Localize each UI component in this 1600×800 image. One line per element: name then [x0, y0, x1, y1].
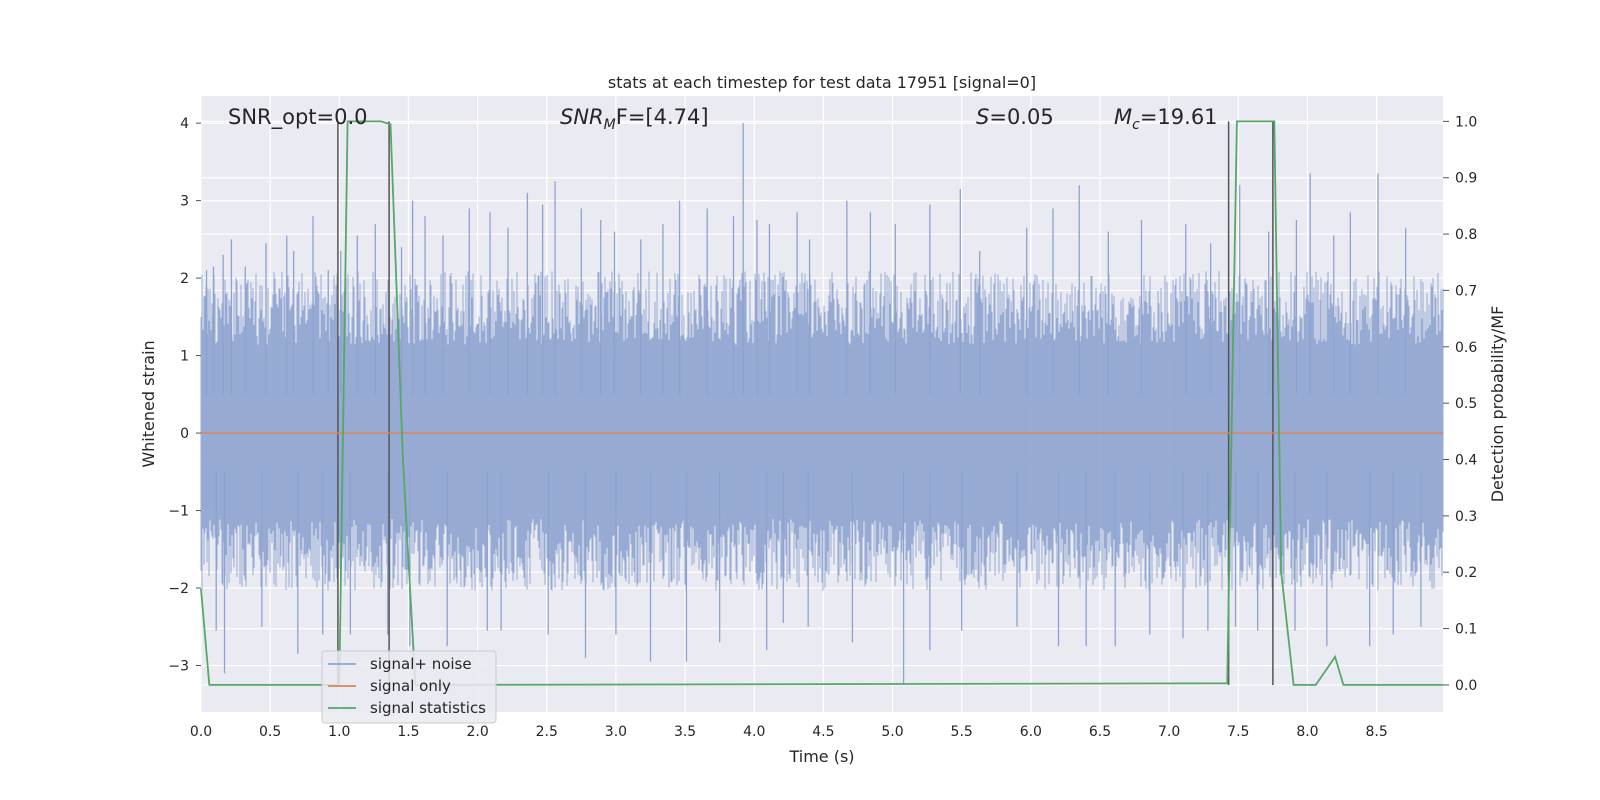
- x-tick-label: 7.0: [1158, 724, 1180, 740]
- legend-label-signal-noise: signal+ noise: [370, 655, 472, 673]
- y-tick-label-left: 0: [180, 426, 189, 442]
- y-tick-label-right: 0.4: [1455, 453, 1477, 469]
- noise-band: [200, 271, 1444, 591]
- y-tick-label-left: −2: [168, 581, 189, 597]
- annotation-snr-opt: SNR_opt=0.0: [228, 105, 368, 130]
- x-tick-label: 8.0: [1296, 724, 1318, 740]
- y-tick-label-right: 0.8: [1455, 227, 1477, 243]
- x-tick-label: 0.5: [259, 724, 281, 740]
- series-signal-noise: [200, 123, 1444, 685]
- annotation-s-value: =0.05: [989, 105, 1053, 129]
- annotation-snr-mf-rest: F=[4.74]: [616, 105, 709, 129]
- y-tick-label-left: −3: [168, 659, 189, 675]
- y-tick-label-right: 0.1: [1455, 622, 1477, 638]
- x-tick-label: 3.0: [605, 724, 627, 740]
- x-tick-label: 4.0: [743, 724, 765, 740]
- annotation-mc: Mc=19.61: [1114, 105, 1218, 133]
- annotation-mc-symbol: M: [1114, 105, 1132, 129]
- annotation-mc-value: =19.61: [1140, 105, 1218, 129]
- x-axis-label: Time (s): [788, 747, 854, 766]
- x-tick-label: 1.0: [328, 724, 350, 740]
- x-tick-label: 6.0: [1020, 724, 1042, 740]
- tick-labels: 0.0 0.5 1.0 1.5 2.0 2.5 3.0 3.5 4.0 4.5 5.0 5.5 6.0 6…: [168, 114, 1477, 740]
- y-tick-label-right: 0.6: [1455, 340, 1477, 356]
- signal-statistics-line: [200, 120, 1443, 686]
- legend: signal+ noise signal only signal statist…: [321, 650, 497, 724]
- y-tick-label-left: 2: [180, 271, 189, 287]
- annotation-snr-mf-sub: M: [604, 117, 616, 133]
- annotation-s: S=0.05: [976, 105, 1054, 129]
- y-tick-label-right: 0.0: [1455, 678, 1477, 694]
- x-tick-label: 2.0: [466, 724, 488, 740]
- y-tick-label-right: 1.0: [1455, 114, 1477, 130]
- y-tick-label-left: 4: [180, 116, 189, 132]
- x-tick-label: 5.5: [951, 724, 973, 740]
- annotation-s-symbol: S: [976, 105, 989, 129]
- annotation-snr-mf-base: SNR: [560, 105, 604, 129]
- y-axis-label-right: Detection probability/MF: [1488, 306, 1507, 503]
- y-tick-label-left: 3: [180, 194, 189, 210]
- x-tick-label: 8.5: [1365, 724, 1387, 740]
- x-tick-label: 6.5: [1089, 724, 1111, 740]
- y-tick-label-left: 1: [180, 349, 189, 365]
- y-tick-label-right: 0.3: [1455, 509, 1477, 525]
- x-tick-label: 5.0: [881, 724, 903, 740]
- x-tick-label: 4.5: [812, 724, 834, 740]
- x-tick-label: 7.5: [1227, 724, 1249, 740]
- x-tick-label: 0.0: [190, 724, 212, 740]
- y-tick-label-right: 0.2: [1455, 565, 1477, 581]
- chart-title: stats at each timestep for test data 179…: [608, 73, 1036, 92]
- x-tick-label: 2.5: [536, 724, 558, 740]
- x-tick-label: 1.5: [397, 724, 419, 740]
- annotations: SNR_opt=0.0 SNRMF=[4.74] S=0.05 Mc=19.61: [228, 105, 1218, 133]
- annotation-snr-mf: SNRMF=[4.74]: [560, 105, 709, 133]
- x-tick-label: 3.5: [674, 724, 696, 740]
- y-tick-label-right: 0.5: [1455, 396, 1477, 412]
- legend-box: [321, 650, 497, 724]
- y-axis-label-left: Whitened strain: [139, 340, 158, 467]
- y-tick-label-right: 0.7: [1455, 283, 1477, 299]
- series-signal-statistics: [200, 120, 1443, 686]
- y-tick-label-left: −1: [168, 504, 189, 520]
- legend-label-signal-only: signal only: [370, 677, 451, 695]
- legend-label-signal-statistics: signal statistics: [370, 699, 486, 717]
- annotation-mc-sub: c: [1132, 117, 1140, 133]
- y-tick-label-right: 0.9: [1455, 171, 1477, 187]
